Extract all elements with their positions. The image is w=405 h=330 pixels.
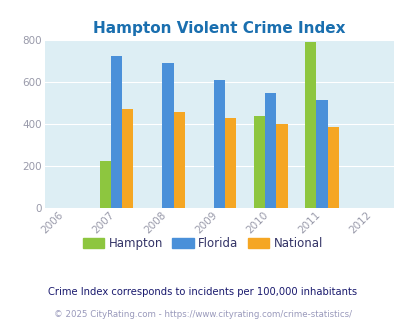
Bar — [99, 161, 111, 208]
Bar — [327, 127, 338, 208]
Bar — [162, 63, 173, 208]
Bar — [315, 100, 327, 208]
Bar — [275, 124, 287, 208]
Title: Hampton Violent Crime Index: Hampton Violent Crime Index — [93, 21, 345, 36]
Text: © 2025 CityRating.com - https://www.cityrating.com/crime-statistics/: © 2025 CityRating.com - https://www.city… — [54, 310, 351, 319]
Bar — [213, 80, 224, 208]
Legend: Hampton, Florida, National: Hampton, Florida, National — [78, 232, 327, 255]
Bar — [122, 109, 133, 208]
Bar — [173, 112, 184, 208]
Bar — [224, 118, 236, 208]
Bar — [253, 116, 264, 208]
Text: Crime Index corresponds to incidents per 100,000 inhabitants: Crime Index corresponds to incidents per… — [48, 287, 357, 297]
Bar — [304, 42, 315, 208]
Bar — [264, 93, 275, 208]
Bar — [111, 56, 122, 208]
